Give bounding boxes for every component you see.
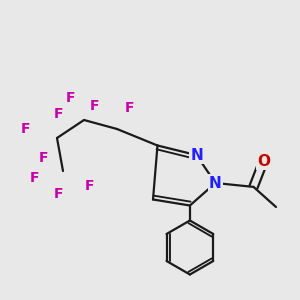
Text: F: F [85,179,95,193]
Text: F: F [54,107,63,121]
Text: F: F [66,91,75,104]
Text: F: F [21,122,30,136]
Text: F: F [39,151,48,164]
Text: N: N [190,148,203,163]
Text: O: O [257,154,270,169]
Text: N: N [209,176,222,190]
Text: F: F [54,187,63,200]
Text: F: F [124,101,134,115]
Text: F: F [90,100,99,113]
Text: F: F [30,172,39,185]
